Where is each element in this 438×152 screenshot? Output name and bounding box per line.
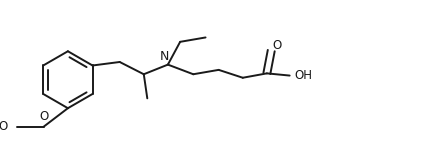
Text: O: O: [39, 111, 49, 123]
Text: OH: OH: [295, 69, 313, 82]
Text: O: O: [0, 120, 7, 133]
Text: N: N: [160, 50, 169, 63]
Text: O: O: [272, 39, 281, 52]
